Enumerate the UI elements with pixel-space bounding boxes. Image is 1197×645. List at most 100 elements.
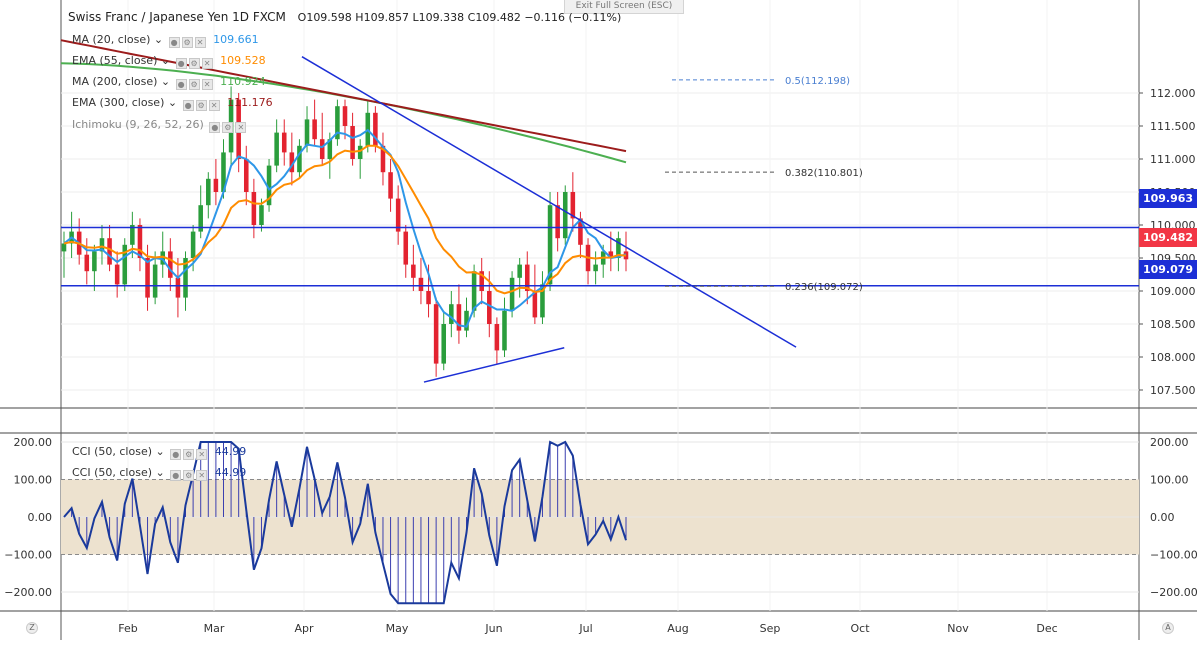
price-tick-label: 112.000 <box>1150 87 1196 100</box>
candle-body <box>183 258 188 298</box>
gear-icon[interactable]: ⚙ <box>195 100 207 111</box>
candle-body <box>464 310 469 331</box>
candle-body <box>175 277 181 298</box>
candle-body <box>433 304 439 364</box>
legend-ema55-label: EMA (55, close) <box>72 54 158 67</box>
candle-body <box>509 277 515 311</box>
close-icon[interactable]: ✕ <box>201 79 213 90</box>
legend-ma200-label: MA (200, close) <box>72 75 158 88</box>
candle-body <box>304 119 310 146</box>
chevron-down-icon[interactable]: ⌄ <box>167 96 178 109</box>
cci-tick-label-right: 0.00 <box>1150 511 1175 524</box>
candle-body <box>524 264 530 291</box>
chevron-down-icon[interactable]: ⌄ <box>153 33 164 46</box>
chevron-down-icon[interactable]: ⌄ <box>160 75 171 88</box>
legend-cci-2[interactable]: CCI (50, close) ⌄ ● ⚙ ✕ 44.99 <box>72 466 246 481</box>
eye-icon[interactable]: ● <box>182 100 194 111</box>
eye-icon[interactable]: ● <box>170 470 182 481</box>
legend-ma200[interactable]: MA (200, close) ⌄ ● ⚙ ✕ 110.924 <box>72 75 266 90</box>
candle-body <box>130 225 135 245</box>
candle-body <box>122 244 128 285</box>
legend-ichimoku-label: Ichimoku (9, 26, 52, 26) <box>72 118 204 131</box>
eye-icon[interactable]: ● <box>168 37 180 48</box>
candle-body <box>426 291 431 305</box>
log-scale-button[interactable]: Z <box>26 622 38 634</box>
legend-ema300-value: 111.176 <box>227 96 273 109</box>
candle-body <box>388 172 393 199</box>
candle-body <box>517 264 522 278</box>
ema300-line <box>60 39 627 153</box>
fib-level-label: 0.5(112.198) <box>785 76 850 87</box>
chevron-down-icon[interactable]: ⌄ <box>155 445 165 458</box>
chevron-down-icon[interactable]: ⌄ <box>155 466 165 479</box>
price-tick-label: 111.000 <box>1150 153 1196 166</box>
close-icon[interactable]: ✕ <box>208 100 220 111</box>
candle-body <box>259 205 264 225</box>
candle-body <box>335 106 340 140</box>
gear-icon[interactable]: ⚙ <box>181 37 193 48</box>
chevron-down-icon[interactable]: ⌄ <box>160 54 171 67</box>
candle-body <box>578 218 583 245</box>
close-icon[interactable]: ✕ <box>235 122 247 133</box>
cci-tick-label-right: −100.00 <box>1150 549 1197 562</box>
legend-ma20[interactable]: MA (20, close) ⌄ ● ⚙ ✕ 109.661 <box>72 33 259 48</box>
candle-body <box>84 254 90 272</box>
candle-body <box>395 198 401 232</box>
time-tick-label: Nov <box>947 622 969 635</box>
candle-body <box>274 132 279 166</box>
interval-label[interactable]: 1D <box>232 10 250 24</box>
candle-body <box>570 192 576 219</box>
candle-body <box>297 145 302 173</box>
candle-body <box>540 284 545 318</box>
eye-icon[interactable]: ● <box>209 122 221 133</box>
candle-body <box>449 304 454 324</box>
gear-icon[interactable]: ⚙ <box>188 79 200 90</box>
cci-tick-label-left: −100.00 <box>4 549 52 562</box>
cci-tick-label-left: 100.00 <box>14 474 53 487</box>
close-icon[interactable]: ✕ <box>201 58 213 69</box>
close-icon[interactable]: ✕ <box>196 449 208 460</box>
eye-icon[interactable]: ● <box>175 58 187 69</box>
exchange-label: FXCM <box>252 10 286 24</box>
candle-body <box>471 271 477 311</box>
legend-ema300[interactable]: EMA (300, close) ⌄ ● ⚙ ✕ 111.176 <box>72 96 273 111</box>
candle-body <box>145 258 150 298</box>
cci-tick-label-right: 100.00 <box>1150 474 1189 487</box>
candle-body <box>243 159 249 192</box>
eye-icon[interactable]: ● <box>175 79 187 90</box>
cci-line <box>63 440 627 605</box>
gear-icon[interactable]: ⚙ <box>183 449 195 460</box>
candle-body <box>342 106 348 126</box>
auto-scale-button[interactable]: A <box>1162 622 1174 634</box>
candle-body <box>350 126 355 159</box>
exit-fullscreen-button[interactable]: Exit Full Screen (ESC) <box>564 0 684 14</box>
candle-body <box>312 119 317 140</box>
legend-ma200-value: 110.924 <box>220 75 266 88</box>
candle-body <box>266 165 272 206</box>
eye-icon[interactable]: ● <box>170 449 182 460</box>
time-tick-label: May <box>386 622 409 635</box>
symbol-label[interactable]: Swiss Franc / Japanese Yen <box>68 10 229 24</box>
price-tick-label: 109.000 <box>1150 285 1196 298</box>
legend-cci-1[interactable]: CCI (50, close) ⌄ ● ⚙ ✕ 44.99 <box>72 445 246 460</box>
close-icon[interactable]: ✕ <box>194 37 206 48</box>
legend-cci2-label: CCI (50, close) <box>72 466 153 479</box>
legend-ema55-value: 109.528 <box>220 54 266 67</box>
candle-body <box>107 238 112 265</box>
candle-body <box>373 112 378 146</box>
close-icon[interactable]: ✕ <box>196 470 208 481</box>
price-pane-bg <box>61 0 1139 408</box>
gear-icon[interactable]: ⚙ <box>183 470 195 481</box>
gear-icon[interactable]: ⚙ <box>188 58 200 69</box>
candle-body <box>221 152 226 192</box>
gear-icon[interactable]: ⚙ <box>222 122 234 133</box>
candle-body <box>487 291 492 324</box>
legend-ema55[interactable]: EMA (55, close) ⌄ ● ⚙ ✕ 109.528 <box>72 54 266 69</box>
legend-ichimoku[interactable]: Ichimoku (9, 26, 52, 26) ● ⚙ ✕ <box>72 118 247 133</box>
price-tick-label: 111.500 <box>1150 120 1196 133</box>
resistance-price-tag: 109.963 <box>1139 189 1197 208</box>
candle-body <box>190 231 196 258</box>
candle-body <box>456 304 462 331</box>
